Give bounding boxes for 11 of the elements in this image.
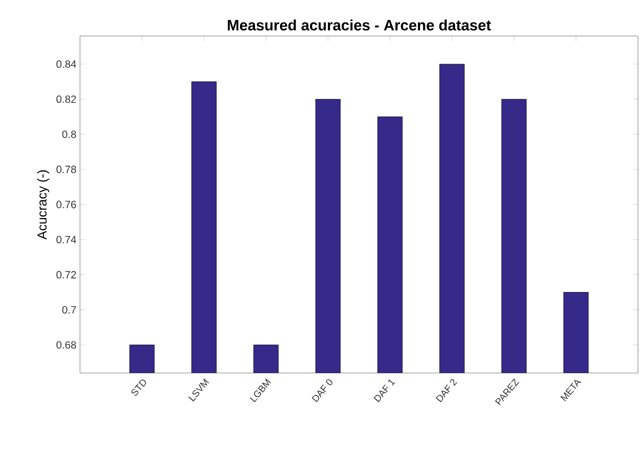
y-tick-label: 0.76 [56, 200, 76, 208]
y-tick-label: 0.72 [56, 270, 76, 278]
y-tick-label: 0.78 [56, 166, 76, 174]
y-tick-label: 0.8 [62, 130, 76, 138]
y-tick-label: 0.68 [56, 341, 76, 349]
y-tick-label: 0.84 [56, 60, 76, 68]
y-tick-label: 0.82 [56, 95, 76, 103]
y-tick-label: 0.7 [62, 306, 76, 314]
y-tick-label: 0.74 [56, 236, 76, 244]
chart-title: Measured acuracies - Arcene dataset [228, 19, 491, 30]
y-axis-title: Acucracy (-) [37, 170, 50, 240]
